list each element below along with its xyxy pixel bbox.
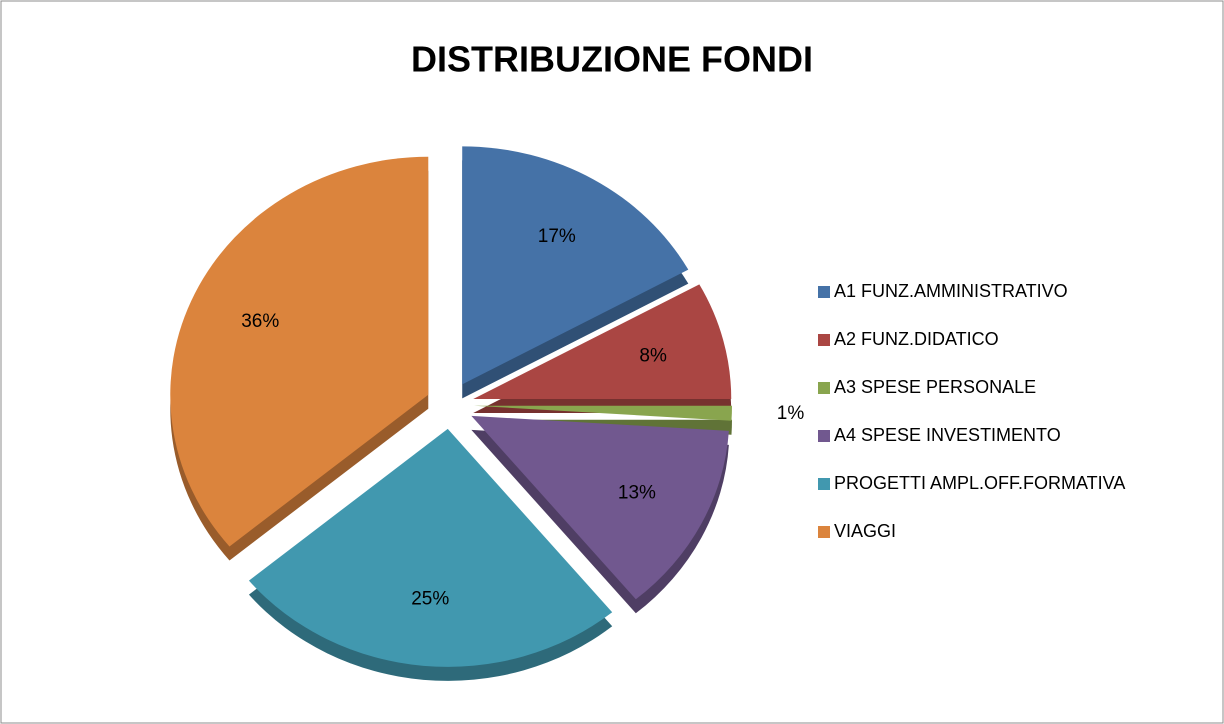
data-label: 1% — [777, 403, 805, 424]
slice — [473, 405, 732, 421]
data-label: 17% — [538, 226, 576, 247]
slice — [462, 146, 689, 385]
slice — [170, 156, 429, 547]
legend-label: A1 FUNZ.AMMINISTRATIVO — [834, 281, 1068, 301]
slice — [473, 284, 732, 400]
legend-swatch — [818, 526, 830, 538]
slice — [248, 428, 613, 667]
legend-swatch — [818, 430, 830, 442]
legend-label: A2 FUNZ.DIDATICO — [834, 329, 999, 349]
legend-swatch — [818, 286, 830, 298]
legend-swatch — [818, 334, 830, 346]
chart-title: DISTRIBUZIONE FONDI — [411, 39, 813, 80]
data-label: 13% — [618, 483, 656, 504]
legend-label: A4 SPESE INVESTIMENTO — [834, 425, 1061, 445]
legend-label: A3 SPESE PERSONALE — [834, 377, 1036, 397]
data-label: 8% — [639, 345, 667, 366]
data-label: 36% — [241, 311, 279, 332]
legend-swatch — [818, 478, 830, 490]
legend-label: PROGETTI AMPL.OFF.FORMATIVA — [834, 473, 1125, 493]
data-label: 25% — [411, 589, 449, 610]
slice — [471, 415, 729, 600]
legend-label: VIAGGI — [834, 521, 896, 541]
legend-swatch — [818, 382, 830, 394]
